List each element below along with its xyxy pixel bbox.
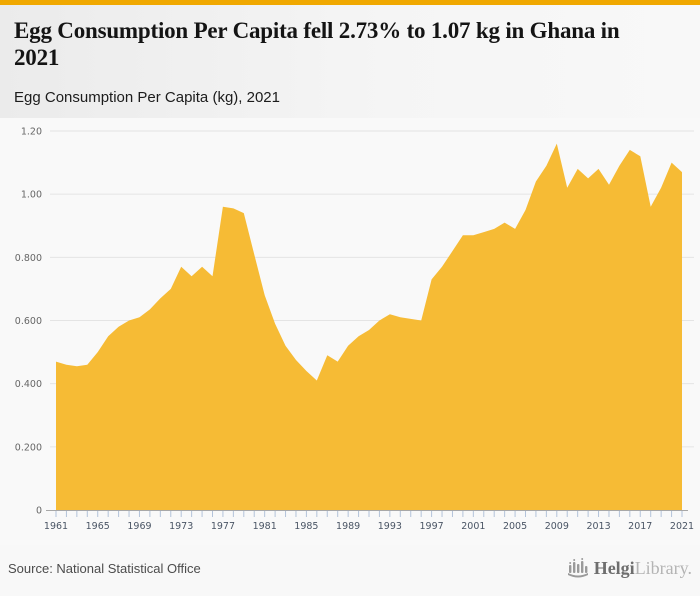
x-tick-label: 1965 bbox=[86, 521, 110, 532]
y-tick-label: 0.600 bbox=[15, 316, 42, 327]
x-tick-label: 2009 bbox=[545, 521, 569, 532]
x-tick-label: 1989 bbox=[336, 521, 360, 532]
chart-area: 1961 1965 1969 1973 1977 1981 1985 1989 1993 1997… bbox=[0, 118, 700, 545]
egg-consumption-area-chart: 1961 1965 1969 1973 1977 1981 1985 1989 1993 1997… bbox=[15, 127, 694, 533]
x-tick-label: 1985 bbox=[294, 521, 318, 532]
chart-subtitle: Egg Consumption Per Capita (kg), 2021 bbox=[14, 89, 280, 106]
x-tick-label: 2017 bbox=[628, 521, 652, 532]
x-tick-label: 1969 bbox=[127, 521, 151, 532]
accent-bar bbox=[0, 0, 700, 5]
footer: Source: National Statistical Office Helg… bbox=[0, 545, 700, 596]
helgi-library-logo: Helgi Library. bbox=[566, 557, 692, 579]
x-tick-label: 1977 bbox=[211, 521, 235, 532]
x-tick-label: 2013 bbox=[586, 521, 610, 532]
x-tick-label: 1993 bbox=[378, 521, 402, 532]
x-tick-label: 1981 bbox=[253, 521, 277, 532]
chart-title: Egg Consumption Per Capita fell 2.73% to… bbox=[14, 18, 620, 70]
x-tick-label: 2021 bbox=[670, 521, 694, 532]
y-tick-label: 0.800 bbox=[15, 253, 42, 264]
helgi-logo-icon bbox=[567, 558, 588, 578]
y-tick-label: 1.20 bbox=[21, 127, 42, 138]
header: Egg Consumption Per Capita fell 2.73% to… bbox=[0, 5, 700, 118]
logo-text-library: Library. bbox=[634, 557, 692, 578]
source-text: Source: National Statistical Office bbox=[8, 561, 201, 576]
x-tick-label: 2001 bbox=[461, 521, 485, 532]
x-tick-label: 1961 bbox=[44, 521, 68, 532]
area-series bbox=[56, 143, 682, 510]
logo-text-helgi: Helgi bbox=[593, 557, 635, 578]
y-tick-label: 1.00 bbox=[21, 190, 42, 201]
x-tick-label: 2005 bbox=[503, 521, 527, 532]
x-tick-label: 1997 bbox=[420, 521, 444, 532]
y-tick-label: 0 bbox=[36, 506, 42, 517]
x-tick-label: 1973 bbox=[169, 521, 193, 532]
y-tick-label: 0.200 bbox=[15, 442, 42, 453]
y-tick-label: 0.400 bbox=[15, 379, 42, 390]
